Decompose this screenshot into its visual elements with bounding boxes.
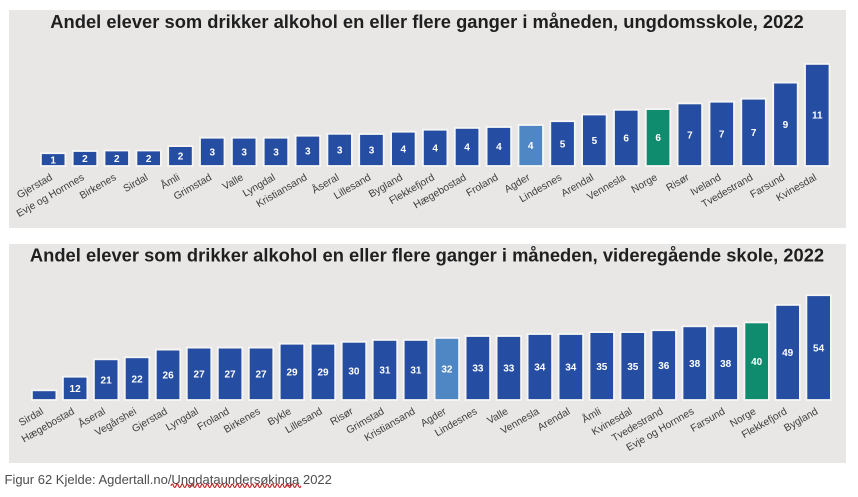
svg-text:3: 3 bbox=[273, 148, 279, 159]
svg-text:1: 1 bbox=[50, 155, 56, 166]
svg-text:21: 21 bbox=[101, 375, 113, 386]
svg-text:5: 5 bbox=[560, 139, 566, 150]
svg-text:Andel elever som drikker alkoh: Andel elever som drikker alkohol en elle… bbox=[30, 245, 824, 266]
svg-text:3: 3 bbox=[241, 148, 247, 159]
svg-text:35: 35 bbox=[596, 362, 608, 373]
svg-text:36: 36 bbox=[658, 361, 670, 372]
svg-text:4: 4 bbox=[528, 141, 534, 152]
svg-text:7: 7 bbox=[719, 130, 725, 141]
svg-text:40: 40 bbox=[751, 357, 763, 368]
svg-text:49: 49 bbox=[782, 348, 794, 359]
svg-text:32: 32 bbox=[441, 365, 453, 376]
svg-text:38: 38 bbox=[720, 359, 732, 370]
svg-text:33: 33 bbox=[472, 364, 484, 375]
svg-text:54: 54 bbox=[813, 343, 825, 354]
svg-text:4: 4 bbox=[401, 145, 407, 156]
svg-text:6: 6 bbox=[623, 134, 629, 145]
svg-text:2: 2 bbox=[82, 154, 88, 165]
svg-text:11: 11 bbox=[812, 111, 823, 122]
svg-text:27: 27 bbox=[255, 370, 267, 381]
svg-text:27: 27 bbox=[194, 370, 206, 381]
svg-text:5: 5 bbox=[592, 136, 598, 147]
svg-text:6: 6 bbox=[655, 133, 661, 144]
svg-text:31: 31 bbox=[379, 366, 391, 377]
svg-text:2: 2 bbox=[146, 154, 152, 165]
svg-text:12: 12 bbox=[70, 384, 82, 395]
svg-text:2: 2 bbox=[178, 152, 184, 163]
svg-text:2: 2 bbox=[114, 154, 120, 165]
svg-text:7: 7 bbox=[751, 128, 757, 139]
svg-text:3: 3 bbox=[369, 146, 375, 157]
svg-text:29: 29 bbox=[286, 368, 298, 379]
svg-text:29: 29 bbox=[317, 368, 329, 379]
svg-text:4: 4 bbox=[432, 144, 438, 155]
svg-text:3: 3 bbox=[305, 147, 311, 158]
svg-text:31: 31 bbox=[410, 366, 422, 377]
svg-text:34: 34 bbox=[565, 363, 577, 374]
svg-text:26: 26 bbox=[163, 371, 175, 382]
svg-text:4: 4 bbox=[496, 142, 502, 153]
svg-text:22: 22 bbox=[132, 374, 144, 385]
svg-text:30: 30 bbox=[348, 367, 360, 378]
svg-text:7: 7 bbox=[687, 130, 693, 141]
svg-text:35: 35 bbox=[627, 362, 639, 373]
svg-text:3: 3 bbox=[210, 148, 216, 159]
svg-text:Andel elever som drikker alkoh: Andel elever som drikker alkohol en elle… bbox=[50, 11, 803, 32]
svg-text:33: 33 bbox=[503, 364, 515, 375]
svg-text:3: 3 bbox=[337, 146, 343, 157]
svg-text:34: 34 bbox=[534, 363, 546, 374]
svg-text:27: 27 bbox=[224, 370, 236, 381]
svg-text:4: 4 bbox=[464, 143, 470, 154]
svg-text:Figur 62 Kjelde: Agdertall.no/: Figur 62 Kjelde: Agdertall.no/Ungdataund… bbox=[5, 472, 332, 487]
svg-text:38: 38 bbox=[689, 359, 701, 370]
svg-text:9: 9 bbox=[783, 120, 789, 131]
